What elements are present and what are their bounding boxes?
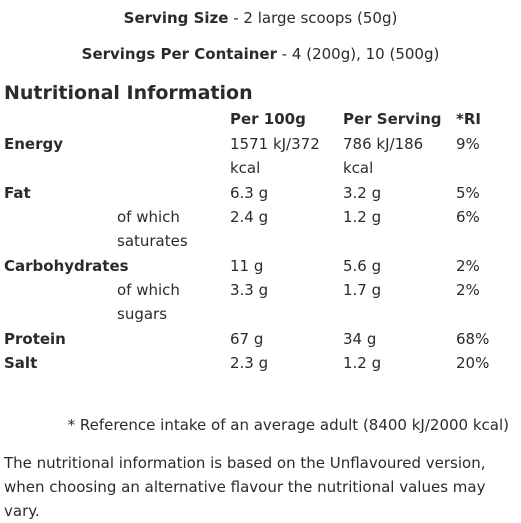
row-fat-name: Fat	[4, 184, 31, 202]
row-carbohydrates-name: Carbohydrates	[4, 257, 129, 275]
header-ri: *RI	[456, 110, 481, 128]
row-carbohydrates-per-serving: 5.6 g	[343, 257, 382, 275]
row-saturates-per-serving: 1.2 g	[343, 208, 382, 226]
row-saturates-ri: 6%	[456, 208, 480, 226]
row-fat-ri: 5%	[456, 184, 480, 202]
row-saturates-per-100g: 2.4 g	[230, 208, 269, 226]
nutrition-heading: Nutritional Information	[4, 82, 253, 104]
row-energy-name: Energy	[4, 135, 64, 153]
row-energy-per-100g: 1571 kJ/372	[230, 135, 320, 153]
servings-per-container-label: Servings Per Container	[81, 45, 277, 63]
row-salt-per-100g: 2.3 g	[230, 354, 269, 372]
row-salt-name: Salt	[4, 354, 38, 372]
row-saturates-label: of which	[117, 208, 180, 226]
serving-size-value: - 2 large scoops (50g)	[228, 9, 398, 27]
row-energy-per-100g-unit: kcal	[230, 159, 261, 177]
row-protein-ri: 68%	[456, 330, 490, 348]
ri-footnote: * Reference intake of an average adult (…	[67, 416, 509, 434]
row-energy-ri: 9%	[456, 135, 480, 153]
row-protein-per-100g: 67 g	[230, 330, 264, 348]
row-fat-per-100g: 6.3 g	[230, 184, 269, 202]
row-sugars-per-100g: 3.3 g	[230, 281, 269, 299]
row-carbohydrates-ri: 2%	[456, 257, 480, 275]
row-energy-per-serving-unit: kcal	[343, 159, 374, 177]
row-salt-per-serving: 1.2 g	[343, 354, 382, 372]
row-sugars-label: of which	[117, 281, 180, 299]
row-sugars-label-2: sugars	[117, 305, 168, 323]
row-energy-per-serving: 786 kJ/186	[343, 135, 424, 153]
header-per-serving: Per Serving	[343, 110, 442, 128]
row-sugars-per-serving: 1.7 g	[343, 281, 382, 299]
serving-size: Serving Size - 2 large scoops (50g)	[0, 8, 521, 28]
servings-per-container: Servings Per Container - 4 (200g), 10 (5…	[0, 44, 521, 64]
row-protein-per-serving: 34 g	[343, 330, 377, 348]
row-carbohydrates-per-100g: 11 g	[230, 257, 264, 275]
row-saturates-label-2: saturates	[117, 232, 188, 250]
servings-per-container-value: - 4 (200g), 10 (500g)	[276, 45, 440, 63]
flavour-disclaimer: The nutritional information is based on …	[4, 454, 486, 520]
row-sugars-ri: 2%	[456, 281, 480, 299]
row-protein-name: Protein	[4, 330, 66, 348]
row-fat-per-serving: 3.2 g	[343, 184, 382, 202]
header-per-100g: Per 100g	[230, 110, 306, 128]
serving-size-label: Serving Size	[123, 9, 229, 27]
row-salt-ri: 20%	[456, 354, 490, 372]
